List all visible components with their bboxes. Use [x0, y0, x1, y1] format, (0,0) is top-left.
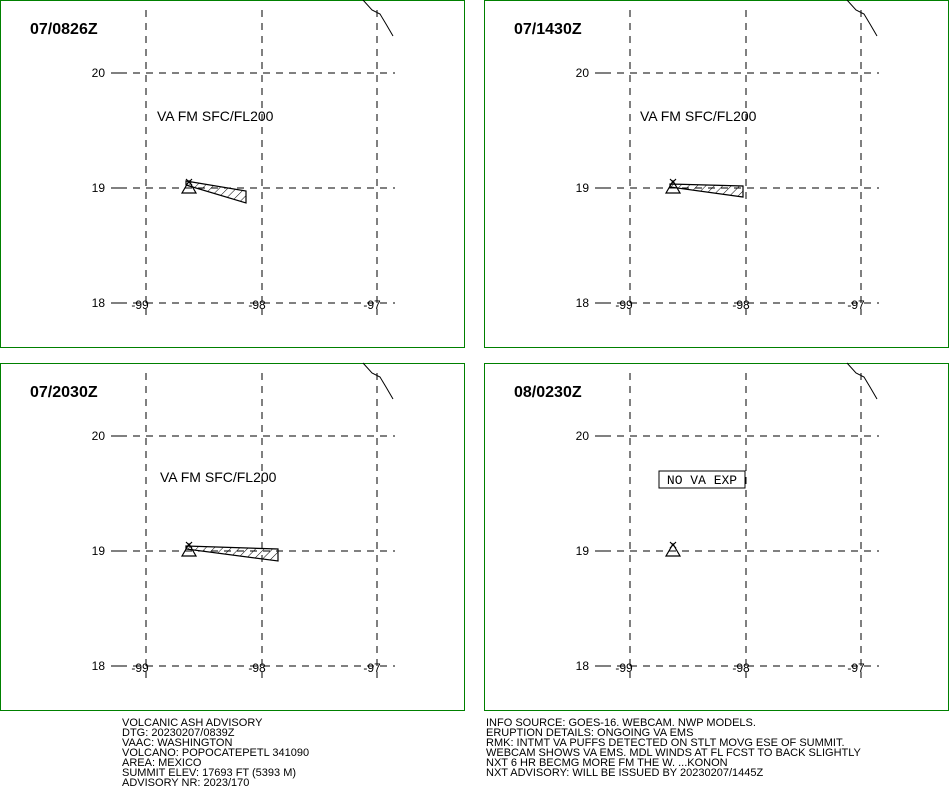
no-ash-note: NO VA EXP [667, 473, 737, 488]
lon-label: -97 [363, 661, 381, 675]
advisory-line: ERUPTION DETAILS: ONGOING VA EMS [486, 727, 693, 739]
ash-height: VA FM SFC/FL200 [160, 469, 277, 485]
volcano-symbol [664, 541, 682, 557]
coastline [362, 0, 394, 37]
advisory-line: WEBCAM SHOWS VA EMS. MDL WINDS AT FL FCS… [486, 747, 862, 759]
panel-border [484, 363, 949, 711]
lon-label: -99 [131, 298, 149, 312]
volcano-symbol [180, 541, 198, 557]
lat-label: 20 [576, 429, 590, 443]
advisory-line: VOLCANO: POPOCATEPETL 341090 [122, 747, 309, 759]
lon-label: -98 [732, 661, 750, 675]
coastline [846, 362, 878, 400]
ash-height: VA FM SFC/FL200 [640, 108, 757, 124]
lon-label: -99 [131, 661, 149, 675]
lat-label: 19 [92, 181, 106, 195]
lon-label: -97 [847, 661, 865, 675]
lon-label: -98 [248, 298, 266, 312]
panel-border [0, 363, 465, 711]
coastline [846, 0, 878, 37]
lon-label: -99 [615, 298, 633, 312]
lat-label: 19 [576, 181, 590, 195]
ash-height: VA FM SFC/FL200 [157, 108, 274, 124]
advisory-line: AREA: MEXICO [122, 757, 202, 769]
lat-label: 20 [576, 66, 590, 80]
lat-label: 18 [576, 659, 590, 673]
lat-label: 18 [576, 296, 590, 310]
note-box [658, 470, 746, 489]
volcano-symbol [664, 178, 682, 194]
map-panel: 20 19 18 -99 -98 -97 07/1430Z VA FM SFC/FL200 [484, 0, 949, 348]
advisory-line: ADVISORY NR: 2023/170 [122, 777, 249, 789]
valid-time: 07/1430Z [514, 21, 582, 38]
valid-time: 07/2030Z [30, 384, 98, 401]
lon-label: -98 [732, 298, 750, 312]
advisory-line: SUMMIT ELEV: 17693 FT (5393 M) [122, 767, 296, 779]
lon-label: -97 [847, 298, 865, 312]
panel-border [0, 0, 465, 348]
advisory-line: VAAC: WASHINGTON [122, 737, 232, 749]
lat-label: 19 [92, 544, 106, 558]
advisory-line: VOLCANIC ASH ADVISORY [122, 717, 263, 729]
valid-time: 07/0826Z [30, 21, 98, 38]
advisory-line: DTG: 20230207/0839Z [122, 727, 235, 739]
lat-label: 18 [92, 659, 106, 673]
ash-area [185, 180, 247, 204]
advisory-line: INFO SOURCE: GOES-16. WEBCAM. NWP MODELS… [486, 717, 756, 729]
lon-label: -99 [615, 661, 633, 675]
lat-label: 20 [92, 66, 106, 80]
map-panel: 20 19 18 -99 -98 -97 08/0230Z NO VA EXP [484, 362, 949, 711]
map-panel: 20 19 18 -99 -98 -97 07/2030Z VA FM SFC/FL200 [0, 362, 465, 711]
lat-label: 20 [92, 429, 106, 443]
lat-label: 18 [92, 296, 106, 310]
lat-label: 19 [576, 544, 590, 558]
map-panel: 20 19 18 -99 -98 -97 07/0826Z VA FM SFC/FL200 [0, 0, 465, 348]
lon-label: -97 [363, 298, 381, 312]
ash-area [669, 183, 744, 198]
panel-border [484, 0, 949, 348]
ash-area [185, 545, 279, 562]
volcano-symbol [180, 178, 198, 194]
lon-label: -98 [248, 661, 266, 675]
valid-time: 08/0230Z [514, 384, 582, 401]
coastline [362, 362, 394, 400]
advisory-line: NXT 6 HR BECMG MORE FM THE W. ...KONON [486, 757, 728, 769]
advisory-line: RMK: INTMT VA PUFFS DETECTED ON STLT MOV… [486, 737, 845, 749]
advisory-line: NXT ADVISORY: WILL BE ISSUED BY 20230207… [486, 767, 763, 779]
